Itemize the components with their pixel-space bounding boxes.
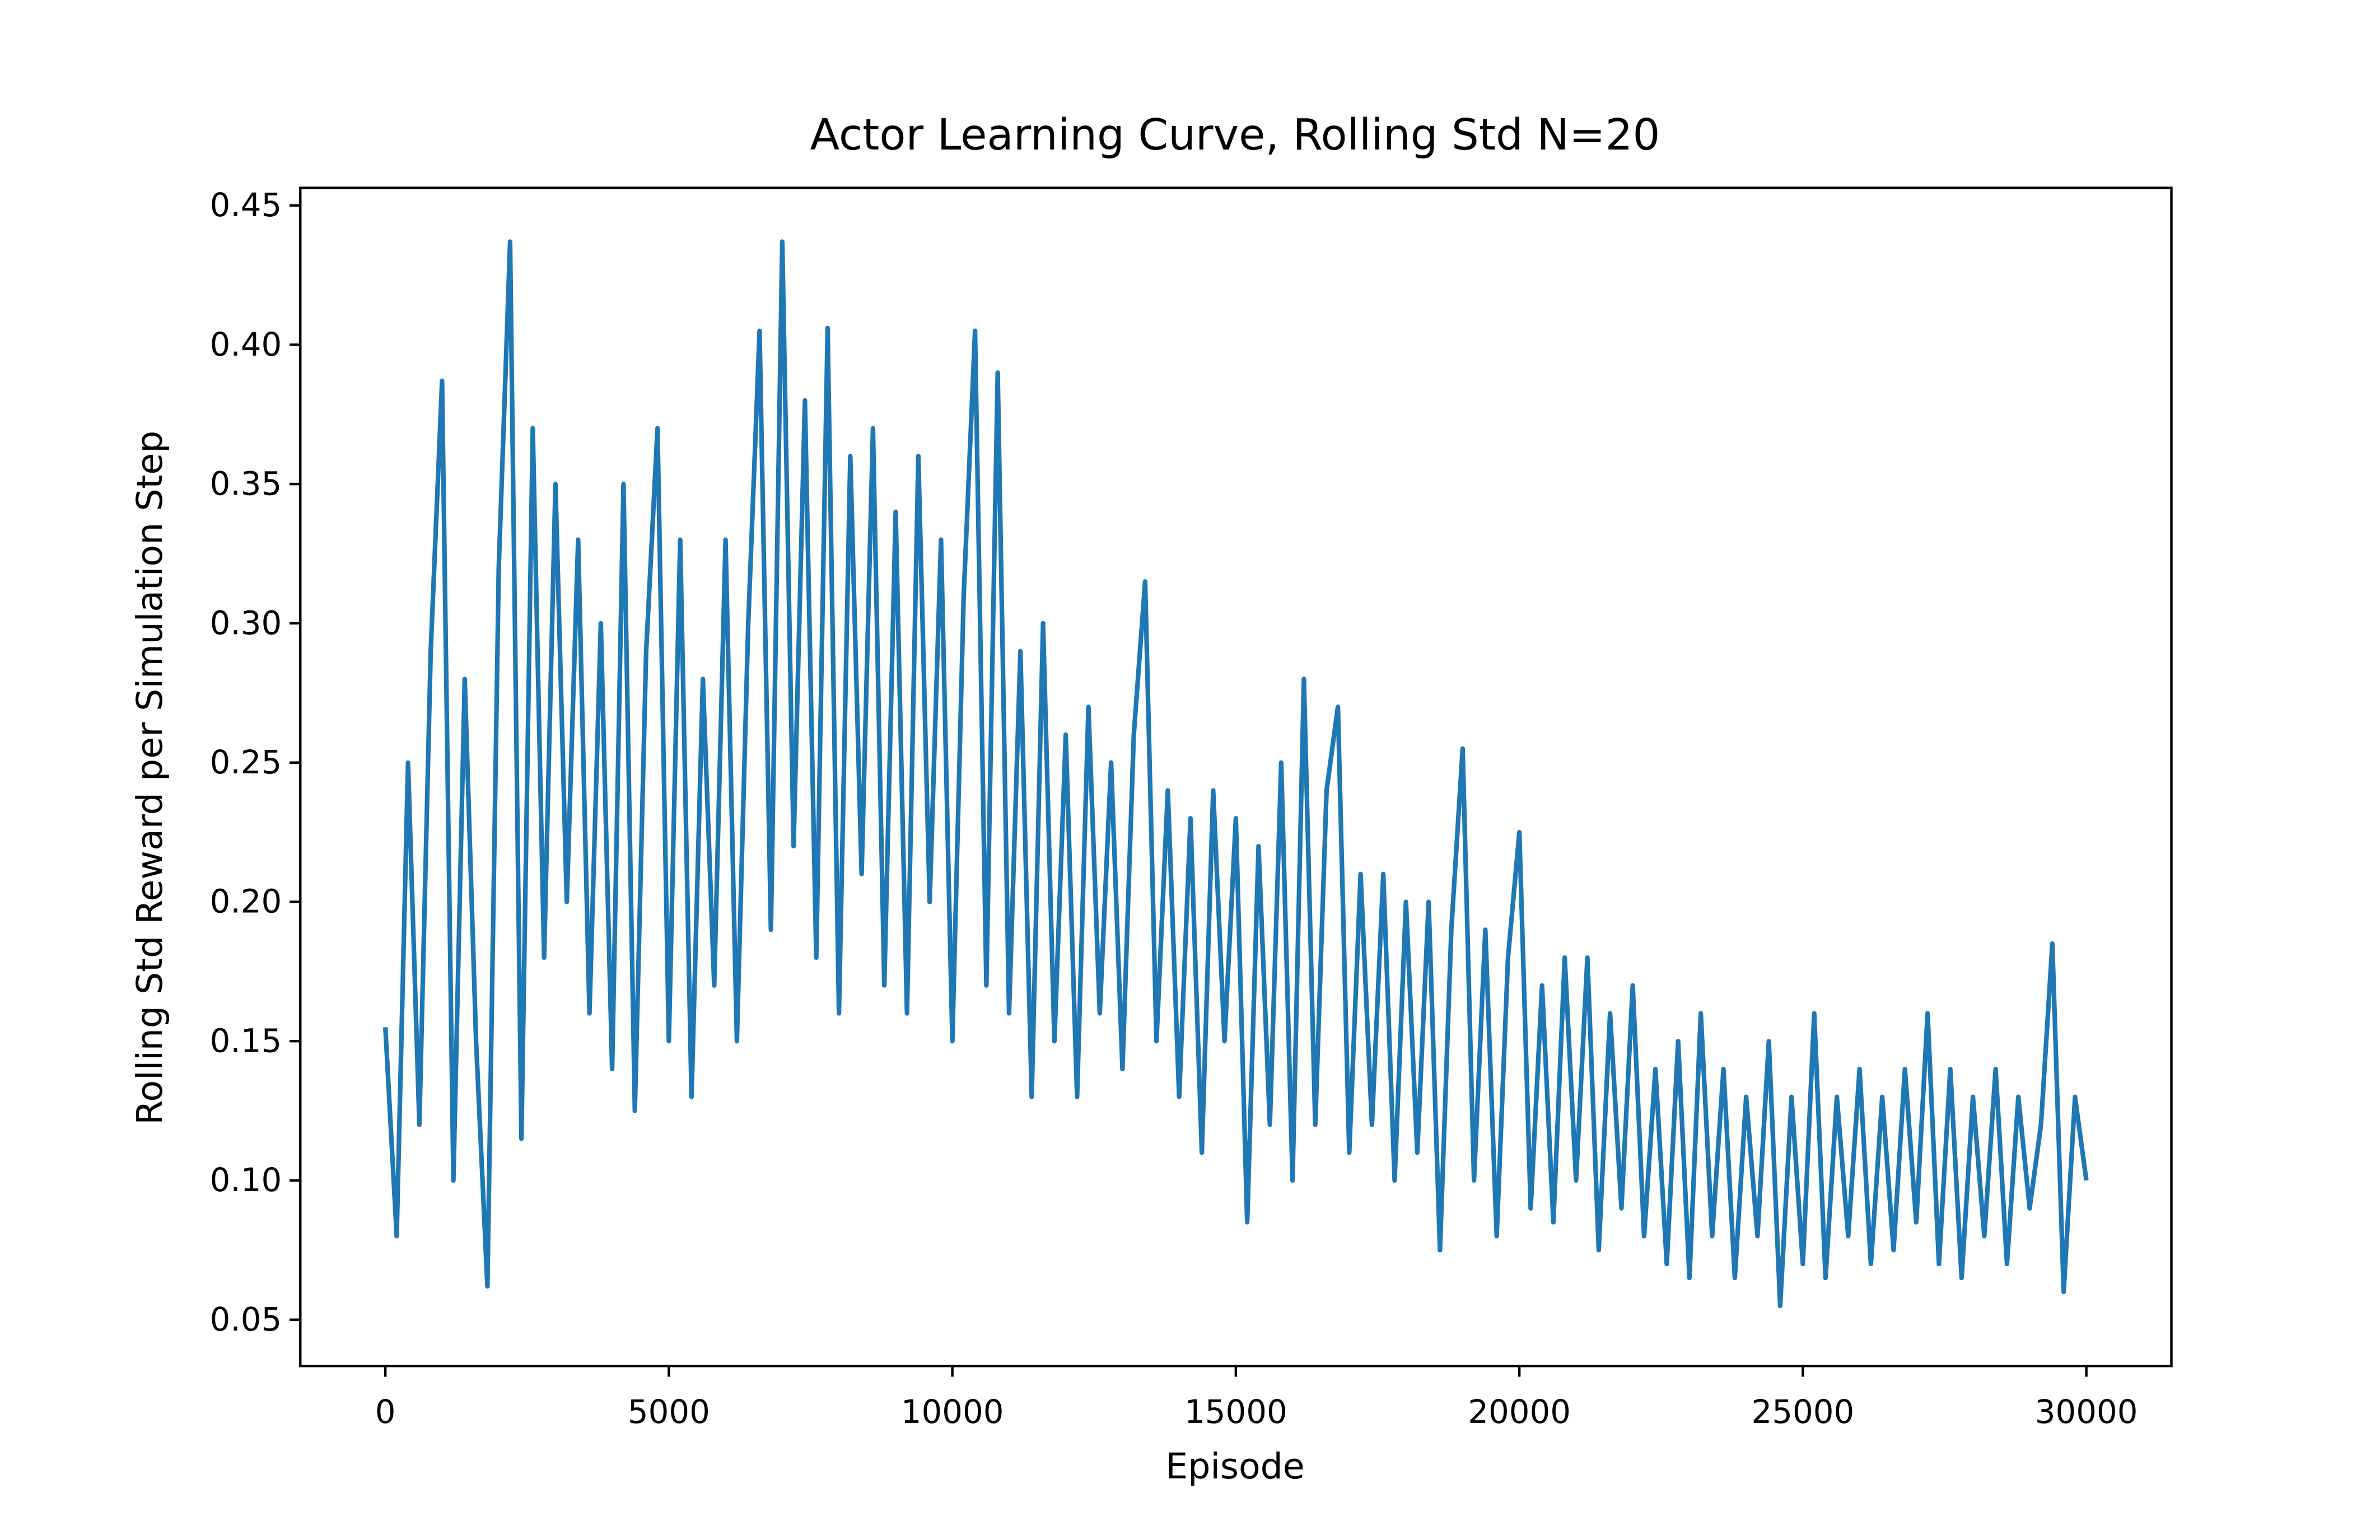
data-line: [383, 239, 2089, 1308]
y-tick-label: 0.40: [210, 325, 282, 363]
y-axis-label: Rolling Std Reward per Simulation Step: [129, 431, 170, 1125]
y-tick-label: 0.15: [210, 1021, 282, 1060]
x-axis-label: Episode: [1165, 1445, 1304, 1487]
plot-area: [383, 239, 2089, 1308]
x-tick-label: 20000: [1468, 1393, 1571, 1431]
y-tick-label: 0.20: [210, 883, 282, 921]
x-tick-label: 30000: [2035, 1393, 2138, 1431]
x-tick-label: 5000: [628, 1393, 710, 1431]
x-tick-label: 25000: [1752, 1393, 1855, 1431]
y-tick-label: 0.25: [210, 743, 282, 781]
x-tick-label: 0: [375, 1393, 396, 1431]
y-tick-label: 0.10: [210, 1161, 282, 1199]
y-tick-label: 0.35: [210, 465, 282, 503]
x-tick-label: 15000: [1184, 1393, 1287, 1431]
x-tick-label: 10000: [901, 1393, 1004, 1431]
chart-title: Actor Learning Curve, Rolling Std N=20: [810, 110, 1660, 160]
y-tick-label: 0.45: [210, 186, 282, 224]
y-tick-label: 0.05: [210, 1300, 282, 1338]
y-tick-label: 0.30: [210, 604, 282, 642]
